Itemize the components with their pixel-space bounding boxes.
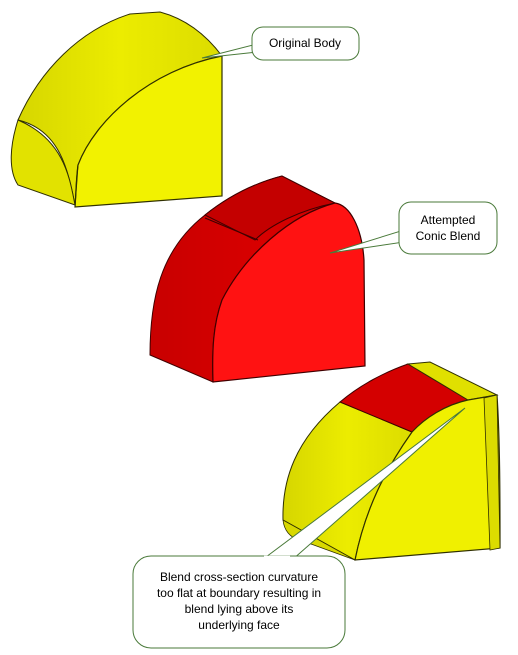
original-body: [10, 11, 223, 208]
attempted-blend-body: [149, 175, 366, 383]
callout-original-body: Original Body: [201, 26, 360, 61]
callout-problem: Blend cross-section curvature too flat a…: [132, 407, 466, 649]
callout-attempted-blend: Attempted Conic Blend: [329, 201, 498, 255]
problem-body: [282, 361, 501, 561]
callout-problem-line4: underlying face: [198, 618, 280, 632]
callout-problem-line3: blend lying above its: [185, 602, 294, 616]
callout-attempted-line1: Attempted: [421, 213, 476, 227]
callout-attempted-box: [398, 201, 498, 255]
callout-original-label: Original Body: [269, 36, 341, 50]
callout-problem-line2: too flat at boundary resulting in: [157, 586, 321, 600]
callout-original-box: [251, 26, 360, 61]
callout-attempted-line2: Conic Blend: [416, 229, 481, 243]
attempted-blend-front-face: [212, 202, 366, 383]
callout-problem-box: [132, 555, 346, 649]
problem-body-front-face: [354, 394, 501, 561]
callout-problem-line1: Blend cross-section curvature: [160, 570, 318, 584]
